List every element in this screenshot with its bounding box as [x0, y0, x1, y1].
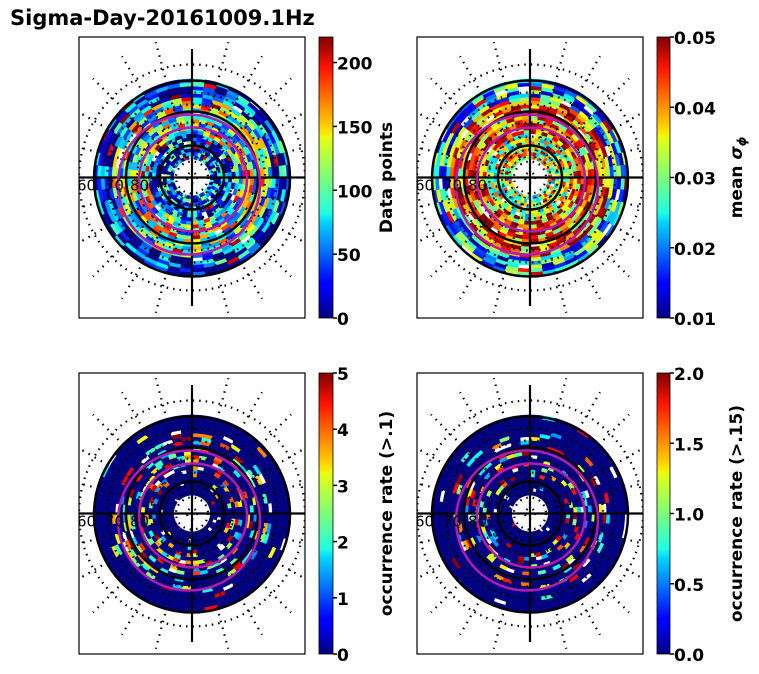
- heatmap-cell: [183, 115, 193, 120]
- plot-area: 60 70 80: [77, 41, 305, 314]
- lat-label: 80: [130, 513, 149, 531]
- colorbar-tick-label: 0.05: [674, 29, 716, 49]
- lat-label: 70: [105, 177, 124, 195]
- lat-label: 80: [130, 177, 149, 195]
- colorbar-tick-label: 100: [337, 182, 373, 202]
- auroral-oval-poleward: [475, 126, 587, 233]
- auroral-oval-poleward: [137, 126, 249, 233]
- lat-label: 60: [415, 177, 434, 195]
- auroral-oval-poleward: [137, 462, 249, 569]
- colorbar-tick-label: 2.0: [674, 365, 704, 385]
- heatmap-cell: [521, 115, 531, 120]
- colorbar-tick-label: 4: [337, 421, 349, 441]
- heatmap-cell: [518, 93, 531, 99]
- colorbar-tick-label: 0.02: [674, 240, 716, 260]
- colorbar-tick-label: 3: [337, 477, 349, 497]
- colorbar-tick-label: 0.04: [674, 99, 716, 119]
- heatmap-cell: [191, 571, 201, 576]
- colorbar: [318, 372, 334, 655]
- colorbar-label: occurrence rate (>.15): [727, 405, 747, 622]
- heatmap-cell: [264, 513, 269, 524]
- lat-label: 70: [443, 513, 462, 531]
- heatmap-cell: [264, 177, 269, 188]
- colorbar-tick-label: 0.5: [674, 576, 704, 596]
- colorbar-tick-label: 0: [337, 646, 349, 666]
- colorbar-label: occurrence rate (>.1): [377, 411, 397, 616]
- axes-frame: [78, 36, 306, 319]
- auroral-oval-equatorward: [454, 449, 600, 592]
- panel-4: 60 70 80 0.0 0.5 1.0 1.5 2.0 occurrence rate (>.…: [415, 365, 747, 666]
- heatmap-cell: [620, 513, 626, 527]
- colorbar-tick-label: 1: [337, 590, 349, 610]
- panel-3: 60 70 80 0 1 2 3 4 5 occurrence rate (>.1): [77, 365, 397, 666]
- lat-label: 80: [468, 513, 487, 531]
- plot-area: 60 70 80: [415, 377, 643, 650]
- auroral-oval-equatorward: [116, 449, 262, 592]
- axes-frame: [78, 372, 306, 655]
- lat-label: 60: [77, 513, 96, 531]
- colorbar: [656, 372, 671, 655]
- colorbar-tick-label: 5: [337, 365, 349, 385]
- heatmap-cell: [191, 454, 200, 460]
- colorbar-label: Data points: [377, 122, 397, 233]
- panel-2: 60 70 80 0.01 0.02 0.03 0.04 0.05 mean σϕ: [415, 29, 749, 330]
- colorbar-tick-label: 1.0: [674, 506, 704, 526]
- plot-area: 60 70 80: [415, 41, 643, 314]
- colorbar: [656, 36, 671, 319]
- colorbar-tick-label: 0.01: [674, 310, 716, 330]
- heatmap-cell: [587, 169, 593, 178]
- heatmap-cell: [587, 513, 593, 522]
- colorbar-tick-label: 0.0: [674, 646, 704, 666]
- plot-area: 60 70 80: [77, 377, 305, 650]
- colorbar-tick-label: 50: [337, 246, 361, 266]
- auroral-oval-equatorward: [454, 113, 600, 256]
- heatmap-cell: [191, 118, 200, 124]
- heatmap-cell: [529, 118, 538, 124]
- colorbar-label: mean σϕ: [727, 136, 749, 218]
- figure-title: Sigma-Day-20161009.1Hz: [10, 6, 315, 30]
- colorbar-tick-label: 0: [337, 310, 349, 330]
- lat-label: 70: [443, 177, 462, 195]
- colorbar-tick-label: 2: [337, 534, 349, 554]
- lat-label: 70: [105, 513, 124, 531]
- lat-label: 60: [77, 177, 96, 195]
- heatmap-cell: [529, 571, 539, 576]
- heatmap-cell: [602, 177, 607, 188]
- axes-frame: [416, 36, 644, 319]
- lat-label: 80: [468, 177, 487, 195]
- auroral-oval-equatorward: [116, 113, 262, 256]
- heatmap-cell: [521, 571, 531, 576]
- colorbar: [318, 36, 334, 319]
- colorbar-tick-label: 200: [337, 55, 373, 75]
- colorbar-tick-label: 1.5: [674, 435, 704, 455]
- colorbar-tick-label: 0.03: [674, 170, 716, 190]
- lat-label: 60: [415, 513, 434, 531]
- heatmap-cell: [587, 505, 593, 514]
- panel-1: 60 70 80 0 50 100 150 200 Data points: [77, 36, 397, 330]
- axes-frame: [416, 372, 644, 655]
- colorbar-tick-label: 150: [337, 118, 373, 138]
- heatmap-cell: [212, 516, 218, 521]
- auroral-oval-poleward: [475, 462, 587, 569]
- heatmap-cell: [183, 571, 193, 576]
- heatmap-cell: [587, 177, 593, 186]
- heatmap-cell: [602, 513, 607, 524]
